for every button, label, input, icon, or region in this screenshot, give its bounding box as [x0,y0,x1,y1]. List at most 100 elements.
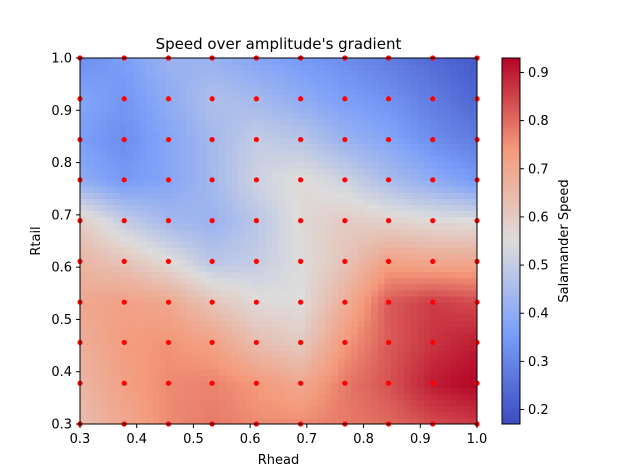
heatmap-cell [179,314,187,321]
heatmap-cell [397,265,405,273]
heatmap-cell [179,106,187,114]
heatmap-cell [132,204,141,212]
heatmap-cell [384,198,392,205]
heatmap-cell [205,180,213,187]
y-axis: 0.30.40.50.60.70.80.91.0 [51,52,80,433]
heatmap-cell [86,338,94,346]
heatmap-cell [338,125,346,132]
heatmap-cell [351,131,359,138]
heatmap-cell [331,186,339,193]
heatmap-cell [80,314,88,321]
heatmap-cell [265,58,273,65]
heatmap-cell [152,70,160,77]
heatmap-cell [126,247,134,254]
heatmap-cell [271,125,280,132]
heatmap-cell [291,155,299,163]
heatmap-cell [271,94,280,102]
heatmap-cell [384,112,392,120]
heatmap-cell [364,314,372,321]
heatmap-cell [99,119,108,126]
heatmap-cell [338,277,346,285]
heatmap-cell [252,253,260,260]
heatmap-cell [410,228,419,236]
heatmap-cell [80,381,88,388]
heatmap-cell [443,180,452,187]
heatmap-cell [424,375,432,382]
heatmap-cell [126,161,134,169]
heatmap-cell [457,393,465,401]
heatmap-cell [443,241,452,248]
heatmap-cell [324,265,333,273]
heatmap-cell [199,112,207,120]
heatmap-cell [126,106,134,114]
heatmap-cell [80,417,88,424]
heatmap-cell [146,253,154,260]
heatmap-cell [450,222,458,230]
heatmap-cell [357,417,366,424]
heatmap-cell [172,399,180,407]
heatmap-cell [265,289,273,297]
heatmap-cell [304,94,313,102]
heatmap-cell [364,173,372,181]
heatmap-cell [470,411,477,419]
heatmap-cell [357,381,366,388]
heatmap-cell [80,82,88,90]
heatmap-cell [437,198,445,205]
heatmap-cell [245,210,253,218]
heatmap-cell [106,411,114,419]
heatmap-cell [410,149,419,157]
heatmap-cell [159,192,167,199]
heatmap-cell [338,198,346,205]
heatmap-cell [311,88,319,96]
heatmap-cell [324,100,333,108]
heatmap-cell [390,295,399,303]
heatmap-cell [265,228,273,236]
heatmap-cell [298,326,306,334]
heatmap-cell [410,259,419,266]
heatmap-cell [430,399,438,407]
heatmap-cell [119,350,127,358]
heatmap-cell [437,204,445,212]
heatmap-cell [252,350,260,358]
heatmap-cell [80,180,88,187]
heatmap-cell [377,271,385,279]
heatmap-cell [331,344,339,352]
heatmap-cell [344,295,352,303]
heatmap-cell [225,210,233,218]
heatmap-cell [172,204,180,212]
heatmap-cell [93,381,101,388]
heatmap-cell [437,320,445,327]
heatmap-cell [199,210,207,218]
heatmap-cell [443,210,452,218]
heatmap-cell [152,387,160,395]
heatmap-cell [205,308,213,315]
heatmap-cell [265,332,273,340]
heatmap-cell [166,405,174,413]
heatmap-cell [132,198,141,205]
heatmap-cell [351,161,359,169]
heatmap-cell [397,192,405,199]
heatmap-cell [119,271,127,279]
heatmap-cell [258,88,266,96]
heatmap-cell [417,277,425,285]
heatmap-cell [86,70,94,77]
heatmap-cell [437,58,445,65]
heatmap-cell [404,94,412,102]
heatmap-cell [199,308,207,315]
heatmap-cell [331,271,339,279]
heatmap-cell [457,381,465,388]
heatmap-cell [285,259,293,266]
heatmap-cell [192,88,200,96]
heatmap-cell [271,234,280,242]
heatmap-cell [146,247,154,254]
heatmap-cell [119,173,127,181]
heatmap-cell [390,94,399,102]
heatmap-cell [258,112,266,120]
heatmap-cell [291,411,299,419]
heatmap-cell [159,363,167,370]
heatmap-cell [371,369,379,376]
heatmap-cell [132,344,141,352]
heatmap-cell [99,344,108,352]
heatmap-cell [185,241,194,248]
heatmap-cell [331,356,339,364]
